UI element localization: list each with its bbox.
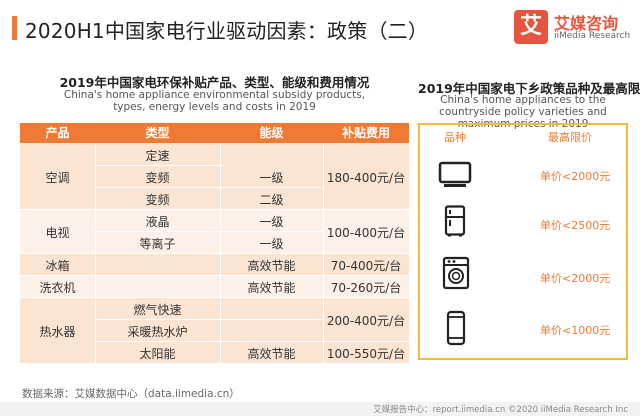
grid-line — [95, 231, 323, 232]
header-level: 能级 — [259, 126, 284, 140]
type-cell: 液晶 — [145, 215, 170, 229]
grid-line — [20, 209, 409, 210]
row-group-heater — [20, 297, 409, 363]
cost-cell: 100-400元/台 — [326, 226, 406, 240]
level-cell: 一级 — [259, 237, 284, 251]
cost-cell: 180-400元/台 — [326, 171, 406, 185]
right-section-title: 2019年中国家电下乡政策品种及最高限价 — [418, 81, 640, 96]
left-section-subtitle: China's home appliance environmental sub… — [63, 89, 366, 113]
cost-cell: 100-550元/台 — [326, 347, 406, 361]
title-accent-bar — [12, 16, 17, 40]
type-cell: 变频 — [145, 193, 170, 207]
header-product: 产品 — [45, 126, 70, 140]
cost-cell: 70-400元/台 — [330, 259, 402, 273]
countryside-policy-panel: 品种 最高限价 单价<2000元 单价<2500元 单价<2000元 单价<10… — [418, 123, 628, 360]
level-cell: 一级 — [259, 215, 284, 229]
product-cell: 洗衣机 — [39, 281, 76, 295]
header-max-price: 最高限价 — [548, 131, 592, 144]
price-tv: 单价<2000元 — [540, 170, 611, 183]
grid-line — [20, 275, 409, 276]
page-title: 2020H1中国家电行业驱动因素：政策（二） — [25, 19, 429, 43]
price-phone: 单价<1000元 — [540, 324, 611, 337]
product-cell: 电视 — [45, 226, 70, 240]
level-cell: 一级 — [259, 171, 284, 185]
cost-cell: 200-400元/台 — [326, 314, 406, 328]
grid-line — [95, 187, 323, 188]
logo-name-cn: 艾媒咨询 — [554, 14, 619, 33]
type-cell: 定速 — [145, 149, 170, 163]
iimedia-logo: 艾 艾媒咨询 iiMedia Research — [514, 10, 632, 44]
type-cell: 燃气快速 — [133, 303, 182, 317]
level-cell: 高效节能 — [247, 281, 296, 295]
cost-cell: 70-260元/台 — [330, 281, 402, 295]
price-fridge: 单价<2500元 — [540, 219, 611, 232]
left-section-title: 2019年中国家电环保补贴产品、类型、能级和费用情况 — [59, 75, 370, 90]
grid-line — [95, 165, 223, 166]
footer-bar — [0, 402, 640, 416]
product-cell: 空调 — [45, 171, 70, 185]
grid-line — [95, 341, 409, 342]
grid-line — [95, 319, 323, 320]
washing-machine-icon — [442, 256, 470, 290]
price-washing-machine: 单价<2000元 — [540, 272, 611, 285]
type-cell: 等离子 — [139, 237, 176, 251]
grid-line — [20, 297, 409, 298]
type-cell: 采暖热水炉 — [127, 325, 188, 339]
header-type: 类型 — [145, 126, 170, 140]
table-header: 产品 类型 能级 补贴费用 — [20, 123, 409, 143]
footer-report: 艾媒报告中心：report.iimedia.cn ©2020 iiMedia R… — [373, 405, 628, 415]
level-cell: 高效节能 — [247, 259, 296, 273]
row-group-fridge — [20, 253, 409, 275]
product-cell: 冰箱 — [45, 259, 70, 273]
row-group-ac — [20, 143, 409, 209]
grid-line — [20, 253, 409, 254]
level-cell: 高效节能 — [247, 347, 296, 361]
level-cell: 二级 — [259, 193, 284, 207]
header-cost: 补贴费用 — [341, 126, 390, 140]
type-cell: 变频 — [145, 171, 170, 185]
logo-name-en: iiMedia Research — [554, 31, 631, 41]
title-bar: 2020H1中国家电行业驱动因素：政策（二） — [0, 0, 640, 56]
row-group-washer — [20, 275, 409, 297]
tv-icon — [438, 161, 472, 187]
type-cell: 太阳能 — [139, 347, 176, 361]
phone-icon — [446, 310, 466, 346]
product-cell: 热水器 — [39, 325, 76, 339]
fridge-icon — [444, 205, 466, 237]
data-source: 数据来源：艾媒数据中心（data.iimedia.cn） — [22, 388, 240, 400]
logo-mark: 艾 — [514, 10, 548, 44]
header-item: 品种 — [444, 131, 466, 144]
